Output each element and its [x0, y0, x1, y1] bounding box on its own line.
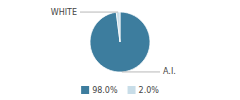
pie-slice: [116, 12, 120, 42]
slice-labels: A.I. WHITE: [51, 8, 176, 77]
chart: A.I. WHITE 98.0% 2.0%: [0, 0, 240, 100]
legend-item: 2.0%: [128, 86, 160, 95]
legend: 98.0% 2.0%: [81, 86, 159, 95]
legend-swatch: [81, 86, 89, 94]
leader-line: [80, 12, 118, 13]
leader-line: [122, 71, 160, 72]
slice-label: A.I.: [163, 67, 176, 76]
legend-swatch: [128, 86, 136, 94]
pie: [90, 12, 150, 72]
legend-item: 98.0%: [81, 86, 118, 95]
slice-label: WHITE: [51, 8, 77, 17]
legend-label: 98.0%: [92, 86, 118, 95]
legend-label: 2.0%: [139, 86, 160, 95]
pie-slice: [90, 12, 150, 72]
